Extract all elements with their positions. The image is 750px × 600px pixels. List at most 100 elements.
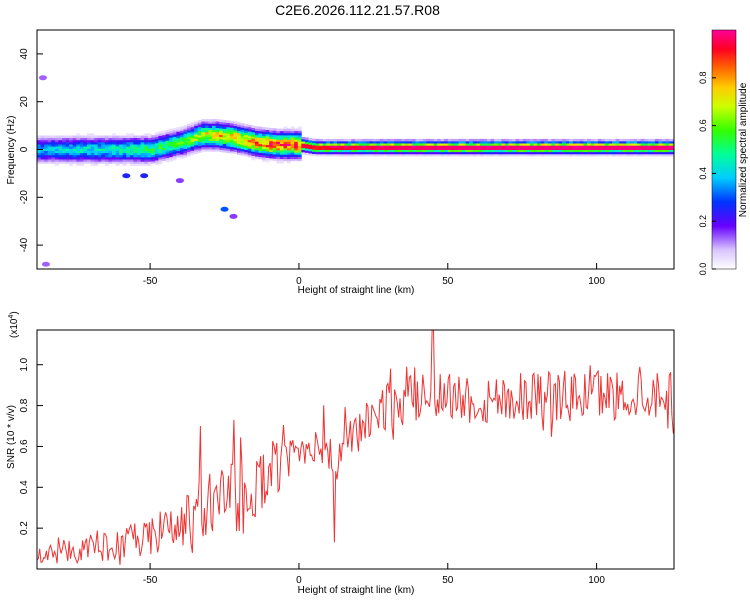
heatmap-cell	[187, 132, 191, 135]
heatmap-cell	[522, 145, 527, 148]
heatmap-cell	[554, 145, 559, 148]
heatmap-cell	[404, 145, 409, 148]
heatmap-cell	[437, 153, 441, 157]
heatmap-cell	[526, 149, 531, 153]
heatmap-cell	[44, 142, 48, 145]
heatmap-cell	[251, 136, 256, 139]
heatmap-cell	[294, 158, 299, 162]
heatmap-cell	[265, 140, 270, 143]
heatmap-cell	[376, 153, 381, 157]
heatmap-cell	[329, 138, 334, 142]
heatmap-cell	[65, 139, 70, 143]
heatmap-cell	[604, 147, 609, 150]
heatmap-cell	[629, 147, 634, 150]
heatmap-cell	[551, 153, 556, 157]
heatmap-cell	[65, 150, 70, 154]
heatmap-cell	[279, 139, 284, 142]
heatmap-cell	[76, 159, 81, 162]
heatmap-cell	[251, 157, 256, 161]
heatmap-cell	[462, 153, 466, 157]
heatmap-cell	[276, 139, 281, 142]
heatmap-cell	[69, 135, 73, 138]
heatmap-cell	[404, 138, 409, 142]
heatmap-cell	[640, 143, 645, 146]
heatmap-cell	[304, 141, 309, 145]
heatmap-cell	[669, 151, 674, 155]
heatmap-cell	[37, 146, 41, 149]
heatmap-cell	[379, 153, 384, 157]
heatmap-cell	[126, 146, 131, 149]
heatmap-cell	[244, 143, 249, 146]
heatmap-cell	[254, 147, 259, 151]
heatmap-cell	[72, 135, 77, 138]
heatmap-cell	[633, 153, 638, 157]
heatmap-cell	[383, 141, 388, 144]
heatmap-cell	[108, 148, 113, 151]
heatmap-cell	[340, 141, 345, 144]
heatmap-cell	[615, 138, 620, 142]
heatmap-cell	[251, 153, 256, 156]
heatmap-cell	[76, 144, 81, 147]
heatmap-cell	[301, 143, 306, 146]
heatmap-cell	[397, 138, 402, 142]
heatmap-cell	[565, 145, 570, 148]
heatmap-cell	[219, 128, 224, 131]
heatmap-cell	[337, 143, 341, 146]
heatmap-cell	[308, 138, 313, 141]
heatmap-cell	[562, 145, 566, 148]
heatmap-outlier	[41, 261, 50, 267]
heatmap-cell	[154, 149, 159, 152]
heatmap-cell	[429, 149, 434, 153]
heatmap-cell	[365, 145, 370, 148]
heatmap-cell	[133, 154, 138, 158]
heatmap-cell	[672, 138, 674, 142]
heatmap-cell	[479, 151, 484, 155]
heatmap-cell	[247, 154, 252, 158]
heatmap-cell	[372, 145, 377, 148]
heatmap-cell	[297, 137, 302, 140]
heatmap-cell	[137, 152, 141, 156]
heatmap-cell	[244, 145, 249, 148]
heatmap-cell	[604, 153, 609, 157]
heatmap-cell	[326, 138, 331, 142]
heatmap-cell	[626, 141, 631, 144]
heatmap-cell	[451, 153, 456, 157]
heatmap-cell	[387, 151, 391, 155]
heatmap-cell	[44, 150, 48, 154]
heatmap-cell	[147, 157, 152, 160]
heatmap-cell	[83, 137, 88, 141]
heatmap-cell	[172, 145, 177, 148]
heatmap-cell	[112, 135, 116, 138]
heatmap-cell	[265, 127, 270, 130]
heatmap-cell	[297, 130, 302, 134]
heatmap-cell	[115, 152, 120, 156]
heatmap-cell	[179, 134, 184, 138]
heatmap-cell	[94, 163, 99, 166]
heatmap-cell	[51, 161, 56, 164]
heatmap-cell	[519, 151, 524, 155]
heatmap-cell	[251, 134, 256, 137]
heatmap-cell	[597, 151, 602, 155]
heatmap-cell	[154, 136, 159, 139]
heatmap-cell	[197, 148, 202, 151]
heatmap-cell	[79, 148, 84, 151]
heatmap-cell	[262, 148, 266, 152]
heatmap-cell	[112, 159, 116, 162]
heatmap-cell	[426, 153, 431, 157]
colorbar-tick-label: 0.2	[698, 215, 708, 228]
heatmap-cell	[108, 144, 113, 147]
heatmap-cell	[537, 147, 541, 150]
heatmap-cell	[358, 147, 363, 150]
heatmap-cell	[319, 141, 324, 144]
heatmap-cell	[287, 150, 291, 153]
heatmap-cell	[422, 145, 427, 148]
heatmap-cell	[533, 151, 538, 155]
heatmap-cell	[340, 147, 345, 150]
heatmap-cell	[133, 135, 138, 138]
heatmap-cell	[619, 143, 624, 146]
heatmap-cell	[208, 127, 213, 131]
heatmap-cell	[158, 131, 163, 134]
heatmap-cell	[579, 145, 584, 148]
heatmap-cell	[540, 153, 545, 157]
heatmap-cell	[147, 142, 152, 145]
